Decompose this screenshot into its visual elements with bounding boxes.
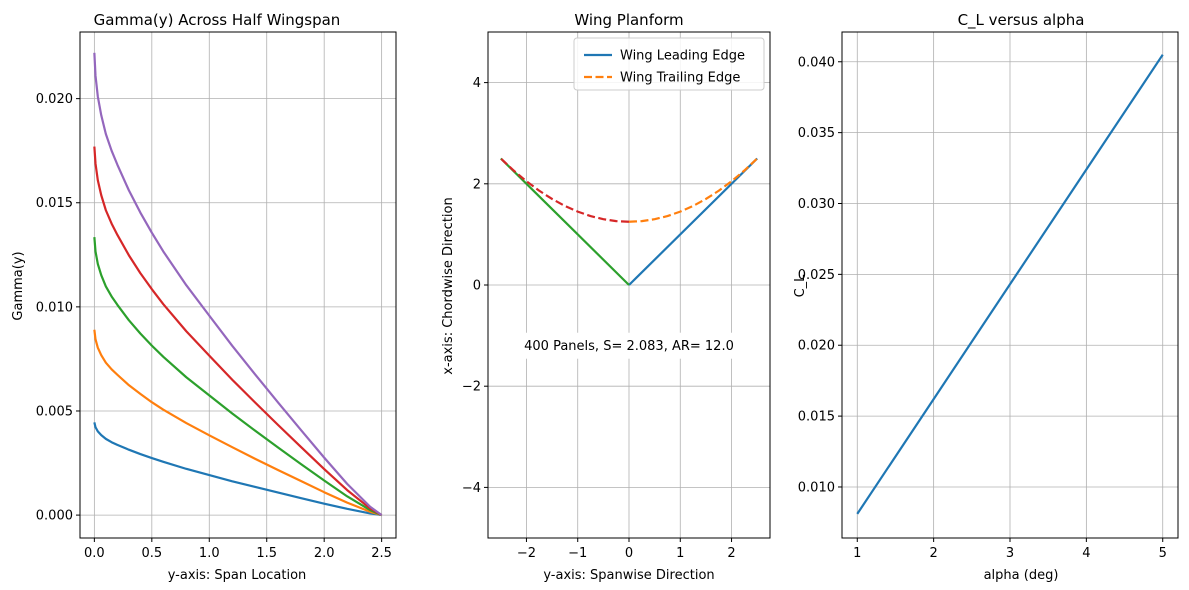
planform-chart-x-tick-label: 1	[676, 546, 684, 561]
gamma-chart-series-line-2	[93, 237, 383, 517]
cl-alpha-chart-y-tick-label: 0.040	[798, 55, 835, 70]
planform-chart-legend-label-0: Wing Leading Edge	[620, 49, 745, 64]
gamma-chart-series-group	[93, 52, 383, 517]
gamma-chart-y-tick-label: 0.015	[36, 196, 73, 211]
gamma-chart-x-tick-label: 1.0	[199, 546, 220, 561]
gamma-chart-series-line-0	[93, 422, 382, 517]
planform-chart-x-tick-label: −1	[568, 546, 587, 561]
gamma-chart-y-tick-label: 0.020	[36, 92, 73, 107]
cl-alpha-chart-y-tick-label: 0.015	[798, 410, 835, 425]
cl-alpha-chart-series-line-0	[856, 54, 1164, 515]
cl-alpha-chart-x-tick-label: 1	[853, 546, 861, 561]
cl-alpha-chart-y-tick-label: 0.020	[798, 339, 835, 354]
gamma-chart-x-tick-label: 1.5	[256, 546, 277, 561]
cl-alpha-chart-x-tick-label: 4	[1082, 546, 1090, 561]
gamma-chart-x-tick-label: 2.0	[314, 546, 335, 561]
planform-chart-annotation-text: 400 Panels, S= 2.083, AR= 12.0	[524, 339, 734, 354]
planform-chart-legend-box	[573, 37, 765, 91]
cl-alpha-chart-x-tick-label: 5	[1159, 546, 1167, 561]
gamma-chart-grid	[80, 32, 396, 538]
cl-alpha-chart-title: C_L versus alpha	[958, 11, 1085, 30]
planform-chart-legend-label-1: Wing Trailing Edge	[620, 71, 740, 86]
gamma-chart-x-tick-label: 0.5	[141, 546, 162, 561]
planform-chart-series-group	[500, 157, 758, 286]
cl-alpha-chart: C_L versus alpha alpha (deg) C_L 1 2 3 4 5 0.…	[793, 11, 1179, 583]
gamma-chart-frame	[79, 31, 397, 539]
planform-chart-x-tick-label: 0	[625, 546, 633, 561]
planform-chart-title: Wing Planform	[574, 11, 683, 29]
planform-chart-annotation: 400 Panels, S= 2.083, AR= 12.0	[513, 332, 745, 359]
cl-alpha-chart-ylabel: C_L	[793, 274, 808, 298]
gamma-chart-title: Gamma(y) Across Half Wingspan	[94, 11, 341, 29]
cl-alpha-chart-series-group	[856, 54, 1164, 515]
cl-alpha-chart-x-tick-label: 3	[1006, 546, 1014, 561]
gamma-chart-x-tick-label: 2.5	[371, 546, 392, 561]
gamma-chart-x-tick-label: 0.0	[84, 546, 105, 561]
planform-chart-xlabel: y-axis: Spanwise Direction	[543, 568, 714, 583]
planform-chart-series-line-0	[628, 157, 758, 286]
planform-chart-ylabel: x-axis: Chordwise Direction	[441, 197, 456, 374]
planform-chart-series-line-2	[500, 157, 630, 286]
cl-alpha-chart-y-tick-label: 0.010	[798, 480, 835, 495]
gamma-chart: Gamma(y) Across Half Wingspan y-axis: Sp…	[11, 11, 397, 583]
cl-alpha-chart-xlabel: alpha (deg)	[984, 568, 1059, 583]
planform-chart: Wing Planform y-axis: Spanwise Direction…	[441, 11, 771, 583]
planform-chart-y-tick-label: 4	[473, 76, 481, 91]
gamma-chart-y-tick-label: 0.005	[36, 404, 73, 419]
planform-chart-y-tick-label: 2	[473, 177, 481, 192]
planform-chart-annotation-box	[513, 332, 745, 359]
gamma-chart-y-tick-label: 0.010	[36, 300, 73, 315]
planform-chart-x-tick-label: 2	[727, 546, 735, 561]
planform-chart-y-tick-label: −2	[462, 380, 481, 395]
gamma-chart-ylabel: Gamma(y)	[11, 251, 26, 320]
gamma-chart-xlabel: y-axis: Span Location	[168, 568, 307, 583]
planform-chart-legend: Wing Leading Edge Wing Trailing Edge	[573, 37, 765, 91]
cl-alpha-chart-y-tick-label: 0.025	[798, 268, 835, 283]
cl-alpha-chart-grid	[842, 32, 1178, 538]
planform-chart-series-line-3	[500, 157, 630, 223]
gamma-chart-y-tick-label: 0.000	[36, 509, 73, 524]
gamma-chart-series-line-3	[93, 146, 383, 517]
planform-chart-y-tick-label: −4	[462, 481, 481, 496]
planform-chart-y-tick-label: 0	[473, 279, 481, 294]
cl-alpha-chart-y-tick-label: 0.030	[798, 197, 835, 212]
gamma-chart-series-line-1	[93, 329, 382, 517]
planform-chart-series-line-1	[628, 157, 758, 223]
planform-chart-x-tick-label: −2	[517, 546, 536, 561]
gamma-chart-series-line-4	[93, 52, 383, 516]
cl-alpha-chart-y-tick-label: 0.035	[798, 126, 835, 141]
cl-alpha-chart-x-tick-label: 2	[929, 546, 937, 561]
planform-chart-grid	[488, 32, 770, 538]
